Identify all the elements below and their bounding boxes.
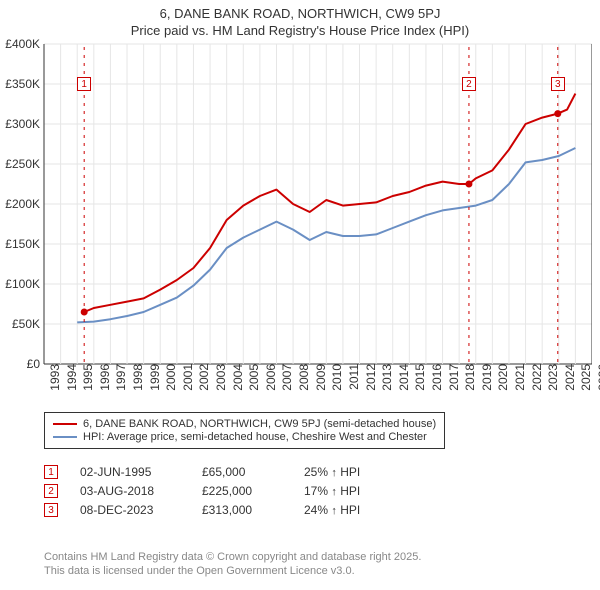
- event-price: £65,000: [202, 465, 282, 479]
- event-hpi-delta: 25% ↑ HPI: [304, 465, 360, 479]
- legend-row: HPI: Average price, semi-detached house,…: [53, 431, 436, 443]
- event-marker-icon: 1: [44, 465, 58, 479]
- x-tick-label: 2000: [164, 364, 178, 404]
- x-tick-label: 2007: [280, 364, 294, 404]
- legend-swatch: [53, 436, 77, 438]
- x-tick-label: 2014: [397, 364, 411, 404]
- chart-legend: 6, DANE BANK ROAD, NORTHWICH, CW9 5PJ (s…: [44, 412, 445, 449]
- price-chart: [0, 0, 592, 366]
- x-tick-label: 2013: [380, 364, 394, 404]
- event-row: 3 08-DEC-2023 £313,000 24% ↑ HPI: [44, 503, 360, 517]
- legend-row: 6, DANE BANK ROAD, NORTHWICH, CW9 5PJ (s…: [53, 418, 436, 430]
- x-tick-label: 1993: [48, 364, 62, 404]
- chart-sale-marker: 3: [551, 77, 565, 91]
- legend-label: 6, DANE BANK ROAD, NORTHWICH, CW9 5PJ (s…: [83, 418, 436, 430]
- x-tick-label: 2003: [214, 364, 228, 404]
- y-tick-label: £50K: [0, 317, 40, 331]
- x-tick-label: 2010: [330, 364, 344, 404]
- x-tick-label: 2011: [347, 364, 361, 404]
- event-date: 02-JUN-1995: [80, 465, 180, 479]
- x-tick-label: 2017: [447, 364, 461, 404]
- event-price: £225,000: [202, 484, 282, 498]
- event-row: 1 02-JUN-1995 £65,000 25% ↑ HPI: [44, 465, 360, 479]
- chart-sale-marker: 2: [462, 77, 476, 91]
- chart-sale-marker: 1: [77, 77, 91, 91]
- x-tick-label: 1999: [148, 364, 162, 404]
- event-hpi-delta: 24% ↑ HPI: [304, 503, 360, 517]
- y-tick-label: £150K: [0, 237, 40, 251]
- x-tick-label: 2002: [197, 364, 211, 404]
- y-tick-label: £300K: [0, 117, 40, 131]
- x-tick-label: 2009: [314, 364, 328, 404]
- x-tick-label: 2020: [496, 364, 510, 404]
- event-marker-icon: 2: [44, 484, 58, 498]
- up-arrow-icon: ↑: [331, 467, 337, 479]
- x-tick-label: 2016: [430, 364, 444, 404]
- legend-swatch: [53, 423, 77, 425]
- event-date: 08-DEC-2023: [80, 503, 180, 517]
- y-tick-label: £350K: [0, 77, 40, 91]
- x-tick-label: 2024: [563, 364, 577, 404]
- event-date: 03-AUG-2018: [80, 484, 180, 498]
- x-tick-label: 1996: [98, 364, 112, 404]
- legend-label: HPI: Average price, semi-detached house,…: [83, 431, 427, 443]
- y-tick-label: £200K: [0, 197, 40, 211]
- x-tick-label: 2005: [247, 364, 261, 404]
- event-hpi-delta: 17% ↑ HPI: [304, 484, 360, 498]
- y-tick-label: £250K: [0, 157, 40, 171]
- y-tick-label: £100K: [0, 277, 40, 291]
- x-tick-label: 2008: [297, 364, 311, 404]
- y-tick-label: £0: [0, 357, 40, 371]
- x-tick-label: 2022: [530, 364, 544, 404]
- x-tick-label: 2023: [546, 364, 560, 404]
- x-tick-label: 1994: [65, 364, 79, 404]
- x-tick-label: 2001: [181, 364, 195, 404]
- x-tick-label: 1995: [81, 364, 95, 404]
- x-tick-label: 1997: [114, 364, 128, 404]
- footer-line1: Contains HM Land Registry data © Crown c…: [44, 550, 421, 564]
- x-tick-label: 2012: [364, 364, 378, 404]
- x-tick-label: 2018: [463, 364, 477, 404]
- up-arrow-icon: ↑: [331, 486, 337, 498]
- x-tick-label: 2015: [413, 364, 427, 404]
- footer-line2: This data is licensed under the Open Gov…: [44, 564, 421, 578]
- event-marker-icon: 3: [44, 503, 58, 517]
- attribution-footer: Contains HM Land Registry data © Crown c…: [44, 550, 421, 579]
- x-tick-label: 1998: [131, 364, 145, 404]
- x-tick-label: 2021: [513, 364, 527, 404]
- event-row: 2 03-AUG-2018 £225,000 17% ↑ HPI: [44, 484, 360, 498]
- x-tick-label: 2006: [264, 364, 278, 404]
- x-tick-label: 2026: [596, 364, 600, 404]
- event-price: £313,000: [202, 503, 282, 517]
- y-tick-label: £400K: [0, 37, 40, 51]
- sale-events-table: 1 02-JUN-1995 £65,000 25% ↑ HPI 2 03-AUG…: [44, 460, 360, 522]
- x-tick-label: 2004: [231, 364, 245, 404]
- up-arrow-icon: ↑: [331, 505, 337, 517]
- x-tick-label: 2025: [579, 364, 593, 404]
- x-tick-label: 2019: [480, 364, 494, 404]
